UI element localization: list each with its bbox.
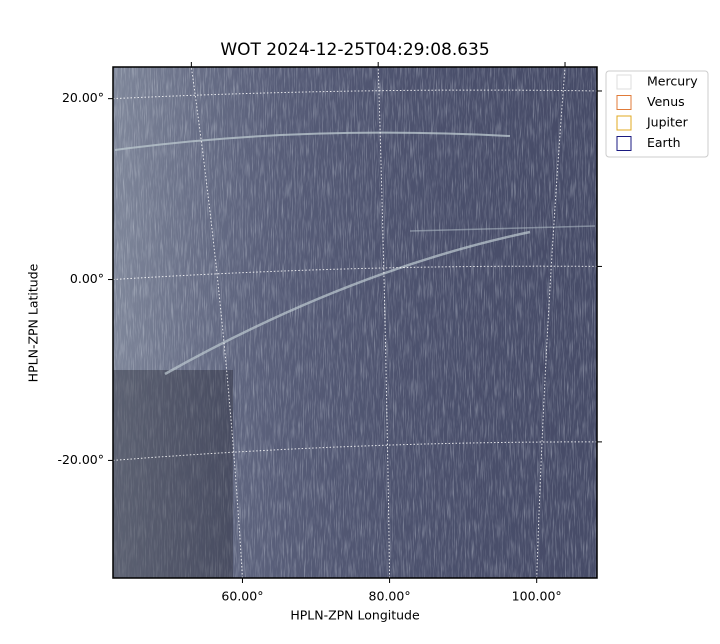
x-axis-label: HPLN-ZPN Longitude (290, 608, 420, 623)
legend-swatch (616, 74, 632, 90)
legend: Mercury Venus Jupiter Earth (605, 70, 709, 158)
x-tick-label: 60.00° (221, 589, 263, 604)
y-tick-label: 0.00° (70, 271, 104, 286)
y-axis-label: HPLN-ZPN Latitude (26, 263, 41, 382)
legend-swatch (616, 95, 632, 110)
y-tick-label: -20.00° (57, 452, 104, 467)
legend-swatch (616, 136, 632, 151)
plot-frame (112, 66, 598, 579)
legend-label: Mercury (647, 74, 698, 89)
grid-line (113, 89, 597, 100)
image (113, 67, 597, 578)
legend-label: Earth (647, 135, 681, 150)
grid-line (190, 67, 243, 578)
x-tick-label: 100.00° (512, 589, 562, 604)
grid-line (113, 441, 597, 461)
y-tick-label: 20.00° (62, 90, 104, 105)
chart-title: WOT 2024-12-25T04:29:08.635 (220, 40, 489, 60)
grid-line (536, 67, 566, 578)
grid-line (377, 67, 391, 578)
x-tick-label: 80.00° (369, 589, 411, 604)
legend-swatch (616, 115, 632, 131)
legend-label: Jupiter (646, 115, 689, 130)
grid-line (113, 265, 597, 281)
legend-label: Venus (647, 94, 685, 109)
